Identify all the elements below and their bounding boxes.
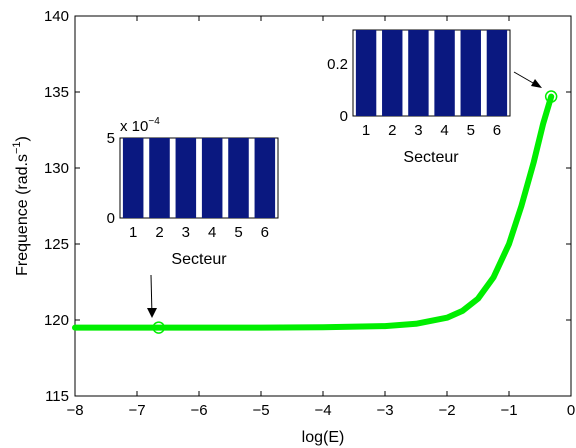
inset-low-x-tick-label: 1	[129, 224, 137, 241]
data-marker	[152, 321, 165, 334]
x-tick-label: −7	[128, 402, 145, 419]
inset-high-x-tick-label: 4	[440, 122, 448, 139]
x-tick-label: −3	[376, 402, 393, 419]
inset-low-bar	[201, 138, 223, 218]
inset-chart-low: 1 2 3 4 5 6 0 5 x 10−4 Secteur	[107, 116, 279, 268]
inset-low-x-tick-label: 2	[155, 224, 163, 241]
x-axis-title: log(E)	[302, 429, 345, 446]
inset-low-bars	[122, 138, 276, 218]
inset-high-bar	[434, 30, 455, 116]
inset-low-bar	[175, 138, 197, 218]
inset-low-bar	[254, 138, 276, 218]
x-tick-label: 0	[567, 402, 575, 419]
inset-low-x-tick-label: 6	[261, 224, 269, 241]
y-tick-label: 115	[45, 388, 69, 405]
inset-high-bar	[460, 30, 481, 116]
inset-low-y-tick-label: 0	[107, 210, 115, 227]
inset-low-exponent: x 10−4	[120, 116, 160, 135]
inset-high-plot-area	[352, 29, 511, 117]
inset-high-x-title: Secteur	[403, 149, 459, 166]
x-tick-label: −4	[314, 402, 331, 419]
inset-high-x-tick-label: 2	[388, 122, 396, 139]
x-axis: −8 −7 −6 −5 −4 −3 −2 −1 0	[66, 16, 575, 419]
x-tick-label: −8	[66, 402, 83, 419]
inset-low-exponent-power: −4	[148, 116, 160, 127]
inset-high-bar	[355, 30, 377, 116]
inset-low-y-tick-label: 5	[107, 130, 115, 147]
y-axis-title: Frequence (rad.s−1)	[11, 136, 31, 276]
inset-chart-high: 1 2 3 4 5 6 0 0.2 Secteur	[327, 29, 511, 166]
inset-high-bar	[382, 30, 403, 116]
y-axis-title-close: )	[14, 136, 31, 141]
inset-high-x-tick-label: 6	[493, 122, 501, 139]
inset-low-plot-area	[119, 137, 279, 219]
inset-low-x-tick-label: 3	[182, 224, 190, 241]
inset-low-bar	[122, 138, 144, 218]
data-marker	[544, 90, 558, 103]
y-tick-label: 130	[44, 160, 69, 177]
y-tick-label: 120	[44, 312, 69, 329]
y-tick-label: 140	[44, 8, 69, 25]
inset-low-exponent-base: x 10	[120, 118, 148, 135]
x-tick-label: −5	[252, 402, 269, 419]
inset-low-x-tick-label: 5	[234, 224, 242, 241]
inset-low-x-tick-label: 4	[208, 224, 216, 241]
annotation-arrows	[147, 71, 542, 318]
inset-high-x-tick-label: 1	[362, 122, 370, 139]
y-axis-title-exponent: −1	[11, 141, 23, 154]
arrow-left-head	[147, 308, 157, 318]
y-tick-label: 135	[44, 84, 69, 101]
inset-high-y-tick-label: 0	[340, 108, 348, 125]
inset-high-x-tick-label: 5	[467, 122, 475, 139]
inset-low-bar	[228, 138, 249, 218]
inset-low-x-title: Secteur	[171, 251, 227, 268]
inset-high-x-tick-label: 3	[414, 122, 422, 139]
inset-high-y-tick-label: 0.2	[327, 56, 348, 73]
x-tick-label: −2	[438, 402, 455, 419]
x-tick-label: −1	[500, 402, 517, 419]
markers	[152, 90, 558, 334]
y-tick-label: 125	[44, 236, 69, 253]
x-tick-label: −6	[190, 402, 207, 419]
inset-high-bar	[408, 30, 429, 116]
inset-high-bars	[355, 30, 508, 116]
inset-high-bar	[486, 30, 508, 116]
series-line	[72, 93, 555, 331]
inset-low-bar	[149, 138, 170, 218]
inset-high-axes: 1 2 3 4 5 6 0 0.2	[327, 56, 501, 139]
inset-low-axes: 1 2 3 4 5 6 0 5	[107, 130, 269, 241]
y-axis-title-base: Frequence (rad.s	[14, 154, 31, 276]
arrow-right-head	[531, 79, 542, 88]
